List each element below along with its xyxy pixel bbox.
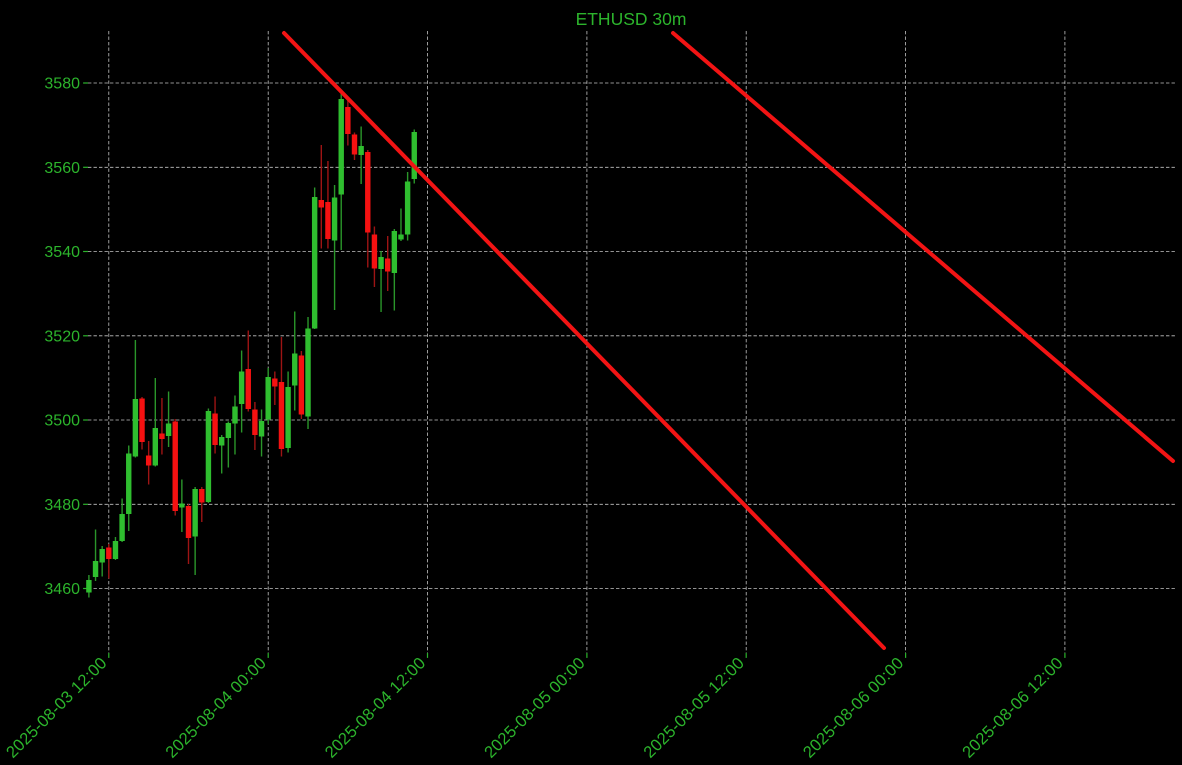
svg-text:3480: 3480 [44, 497, 80, 514]
svg-text:ETHUSD 30m: ETHUSD 30m [576, 9, 687, 29]
svg-text:3460: 3460 [44, 581, 80, 598]
svg-text:3520: 3520 [44, 328, 80, 345]
svg-text:3500: 3500 [44, 413, 80, 430]
svg-text:3540: 3540 [44, 244, 80, 261]
svg-text:3560: 3560 [44, 160, 80, 177]
svg-text:3580: 3580 [44, 76, 80, 93]
